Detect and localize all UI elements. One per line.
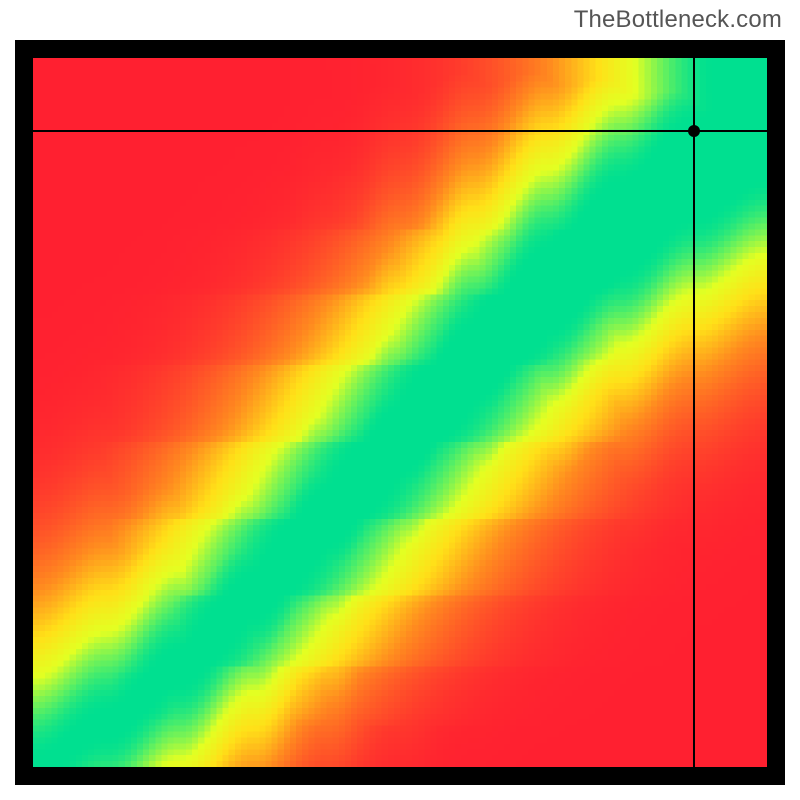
chart-container: TheBottleneck.com — [0, 0, 800, 800]
watermark-text: TheBottleneck.com — [574, 6, 782, 34]
crosshair-marker-dot — [688, 125, 700, 137]
crosshair-vertical-line — [693, 58, 695, 767]
crosshair-horizontal-line — [33, 130, 767, 132]
bottleneck-heatmap — [33, 58, 767, 767]
